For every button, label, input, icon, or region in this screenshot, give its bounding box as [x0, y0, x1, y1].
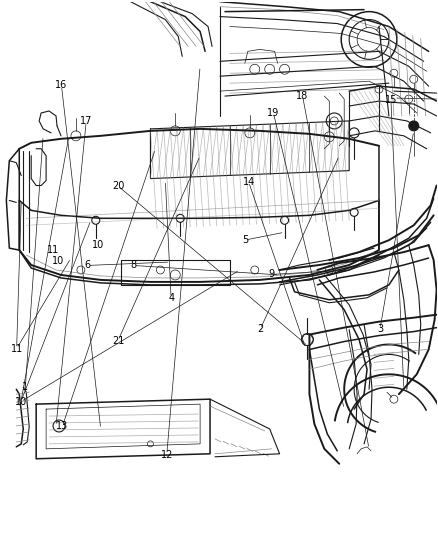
Text: 10: 10 — [52, 256, 64, 266]
Text: 14: 14 — [243, 177, 255, 187]
Text: 21: 21 — [112, 336, 124, 345]
Text: 17: 17 — [80, 116, 92, 126]
Text: 3: 3 — [377, 324, 383, 334]
Text: 18: 18 — [297, 91, 309, 101]
Text: 15: 15 — [385, 95, 397, 104]
Text: 10: 10 — [15, 397, 27, 407]
Text: 8: 8 — [130, 261, 136, 270]
Text: 13: 13 — [56, 422, 68, 431]
Text: 20: 20 — [112, 181, 124, 191]
Text: 1: 1 — [22, 382, 28, 392]
Text: 6: 6 — [85, 261, 91, 270]
Text: 12: 12 — [161, 449, 173, 459]
Text: 10: 10 — [92, 240, 104, 251]
Text: 11: 11 — [11, 344, 23, 353]
Circle shape — [409, 121, 419, 131]
Text: 2: 2 — [257, 324, 264, 334]
Text: 9: 9 — [268, 270, 274, 279]
Text: 19: 19 — [267, 108, 279, 118]
Text: 4: 4 — [168, 293, 174, 303]
Text: 5: 5 — [242, 235, 248, 245]
Text: 11: 11 — [46, 245, 59, 255]
Text: 16: 16 — [55, 80, 67, 91]
